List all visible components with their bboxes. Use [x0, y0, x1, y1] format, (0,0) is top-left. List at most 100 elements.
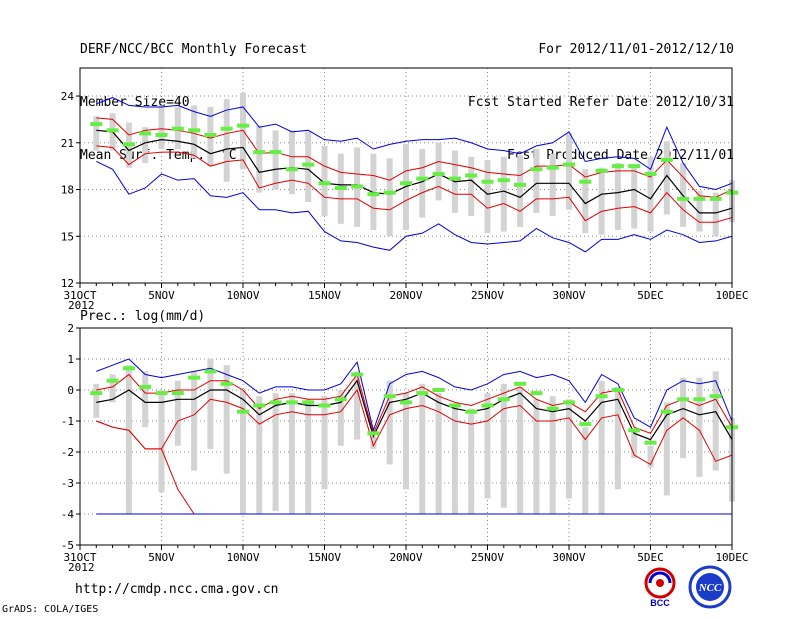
- median-mark: [416, 176, 429, 181]
- spread-box: [256, 125, 263, 193]
- spread-box: [696, 377, 703, 477]
- y-tick-label: -5: [61, 539, 74, 552]
- chart-title: DERF/NCC/BCC Monthly Forecast: [80, 42, 307, 57]
- spread-box: [321, 396, 328, 490]
- series-line-meanminussd: [96, 145, 733, 223]
- spread-box: [614, 386, 621, 490]
- spread-box: [419, 149, 426, 218]
- x-tick-label: 10NOV: [226, 551, 259, 564]
- spread-box: [533, 149, 540, 213]
- spread-box: [337, 390, 344, 446]
- x-tick-label: 15NOV: [308, 551, 341, 564]
- median-mark: [204, 369, 217, 374]
- forecast-started-date: Fcst Started Refer Date 2012/10/31: [467, 95, 734, 110]
- median-mark: [628, 428, 641, 433]
- median-mark: [416, 391, 429, 396]
- spread-box: [142, 371, 149, 428]
- median-mark: [644, 440, 657, 445]
- bcc-logo-arc-icon: [648, 571, 672, 584]
- median-mark: [204, 132, 217, 137]
- median-mark: [465, 173, 478, 178]
- median-mark: [660, 409, 673, 414]
- bcc-logo-dot-icon: [656, 579, 664, 587]
- x-tick-label: 30NOV: [552, 551, 585, 564]
- x-tick-label: 10NOV: [226, 289, 259, 302]
- x-tick-label: 5DEC: [637, 289, 664, 302]
- spread-box: [500, 383, 507, 508]
- series-line-mean: [96, 379, 733, 441]
- spread-box: [500, 156, 507, 232]
- median-mark: [432, 388, 445, 392]
- y-tick-label: 2: [67, 322, 74, 335]
- x-year-label: 2012: [68, 561, 95, 574]
- median-mark: [253, 150, 266, 155]
- source-url[interactable]: http://cmdp.ncc.cma.gov.cn: [75, 582, 279, 597]
- x-tick-label: 31OCT: [63, 551, 96, 564]
- spread-box: [256, 396, 263, 514]
- series-line-max: [96, 97, 733, 191]
- chart-panel-1: 12 15 18 21 24 31OCT 5NOV 10NOV 15NOV 20NOV 25NOV 3…: [61, 67, 749, 312]
- x-tick-label: 5NOV: [148, 551, 175, 564]
- spread-box: [403, 144, 409, 231]
- spread-box: [631, 164, 638, 229]
- x-tick-label: 10DEC: [715, 551, 748, 564]
- x-tick-label: 15NOV: [308, 289, 341, 302]
- y-tick-label: 24: [61, 90, 75, 103]
- spread-box: [370, 436, 377, 449]
- spread-box: [125, 365, 132, 514]
- spread-box: [468, 156, 475, 217]
- median-mark: [709, 196, 722, 201]
- y-tick-label: 21: [61, 137, 74, 150]
- median-mark: [367, 431, 380, 436]
- spread-box: [582, 169, 589, 234]
- spread-box: [712, 192, 719, 237]
- median-mark: [709, 394, 722, 399]
- spread-box: [109, 374, 116, 403]
- spread-box: [598, 380, 605, 514]
- median-mark: [481, 179, 494, 184]
- spread-box: [419, 383, 426, 514]
- median-mark: [497, 397, 510, 402]
- median-mark: [400, 181, 412, 186]
- median-mark: [677, 397, 690, 402]
- median-mark: [269, 400, 282, 405]
- median-mark: [497, 178, 510, 183]
- median-mark: [628, 164, 641, 169]
- median-mark: [644, 171, 657, 176]
- median-mark: [188, 375, 201, 380]
- forecast-produced-date: Fcst Produced Date 2012/11/01: [507, 148, 734, 163]
- median-mark: [269, 150, 282, 155]
- spread-box: [305, 399, 312, 514]
- ncc-logo-text: NCC: [698, 582, 722, 594]
- median-mark: [563, 400, 575, 405]
- y-tick-label: 12: [61, 277, 74, 290]
- median-mark: [677, 196, 690, 201]
- median-mark: [171, 391, 184, 396]
- spread-box: [533, 399, 540, 514]
- x-tick-label: 31OCT: [63, 289, 96, 302]
- median-mark: [188, 128, 201, 133]
- median-mark: [90, 391, 103, 396]
- spread-box: [582, 427, 589, 514]
- median-mark: [367, 192, 380, 197]
- x-tick-label: 5DEC: [637, 551, 664, 564]
- median-mark: [611, 388, 624, 392]
- spread-box: [354, 371, 361, 440]
- spread-box: [549, 153, 556, 217]
- median-mark: [155, 391, 168, 396]
- spread-box: [663, 141, 670, 215]
- series-line-min: [96, 161, 733, 253]
- median-mark: [530, 167, 543, 172]
- median-mark: [514, 381, 527, 386]
- median-mark: [693, 196, 706, 201]
- median-mark: [579, 422, 592, 427]
- median-mark: [351, 372, 364, 377]
- spread-box: [191, 371, 198, 471]
- spread-box: [223, 365, 230, 474]
- median-mark: [90, 122, 103, 127]
- median-mark: [302, 400, 315, 405]
- y-tick-label: -2: [61, 446, 74, 459]
- spread-box: [663, 402, 670, 496]
- spread-box: [598, 167, 605, 235]
